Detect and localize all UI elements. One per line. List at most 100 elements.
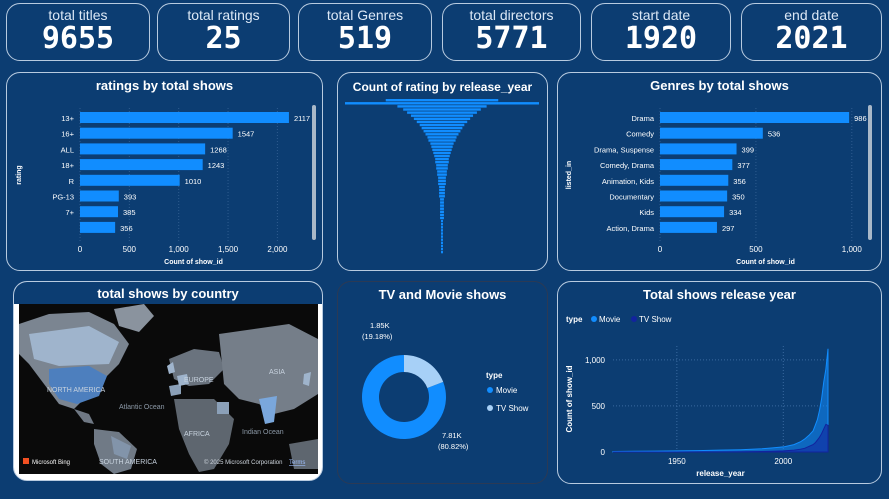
release-trend-chart[interactable]: type Movie TV Show 0 500 1,000 1950 2000 release… xyxy=(558,304,881,482)
kpi-label: start date xyxy=(631,7,691,23)
bar xyxy=(413,117,471,120)
bar xyxy=(80,112,289,123)
bar xyxy=(427,136,457,139)
bar xyxy=(410,114,474,117)
bar xyxy=(435,161,449,164)
bar xyxy=(440,216,444,220)
category-label: Action, Drama xyxy=(606,224,654,233)
tv-movie-panel[interactable]: TV and Movie shows 1.85K (19.18%) 7.81K (80… xyxy=(337,281,548,484)
kpi-total-directors[interactable]: total directors 5771 xyxy=(442,3,581,61)
uk-highlight xyxy=(167,362,175,374)
release-year-count-chart[interactable] xyxy=(338,99,547,269)
bar xyxy=(441,241,443,244)
map-label: SOUTH AMERICA xyxy=(99,459,157,466)
bar xyxy=(660,206,725,218)
india-highlight xyxy=(259,396,277,424)
bar xyxy=(421,126,463,130)
x-axis-title: Count of show_id xyxy=(164,259,223,266)
data-label: 350 xyxy=(732,193,745,202)
category-label: Drama xyxy=(631,114,654,123)
kpi-value: 25 xyxy=(205,21,242,56)
y-axis-title: rating xyxy=(16,165,23,184)
canada-highlight xyxy=(29,326,119,366)
legend-label: Movie xyxy=(599,315,621,324)
bar xyxy=(440,207,444,210)
bar xyxy=(660,143,737,155)
bar xyxy=(385,99,499,102)
bar xyxy=(441,250,443,254)
world-map[interactable]: NORTH AMERICA Atlantic Ocean EUROPE ASIA… xyxy=(19,304,318,474)
kpi-value: 9655 xyxy=(41,21,115,56)
bar xyxy=(438,179,446,182)
legend-title: type xyxy=(566,315,583,324)
bar xyxy=(440,198,444,201)
x-tick-label: 500 xyxy=(123,245,137,254)
kpi-value: 2021 xyxy=(775,21,848,56)
x-tick-label: 1950 xyxy=(668,457,686,466)
x-tick-label: 500 xyxy=(749,245,763,254)
usa-highlight xyxy=(49,366,107,404)
genres-chart[interactable]: 0 500 1,000 Drama 986 Comedy 536 Drama, Suspens… xyxy=(558,95,881,270)
kpi-total-genres[interactable]: total Genres 519 xyxy=(298,3,432,61)
panel-title: Count of rating by release_year xyxy=(352,80,533,94)
map-terms-link[interactable]: Terms xyxy=(289,460,305,466)
bar xyxy=(434,154,450,158)
slice-label: 7.81K xyxy=(442,431,462,440)
x-tick-label: 0 xyxy=(78,245,83,254)
bar xyxy=(436,167,448,170)
bar xyxy=(441,229,443,232)
map-label: ASIA xyxy=(269,369,285,376)
data-label: 986 xyxy=(854,114,867,123)
bar xyxy=(438,176,446,179)
bar xyxy=(437,173,447,176)
kpi-start-date[interactable]: start date 1920 xyxy=(591,3,731,61)
france-highlight xyxy=(177,374,189,386)
japan-highlight xyxy=(303,372,311,386)
bar xyxy=(441,247,443,251)
panel-title: total shows by country xyxy=(97,286,239,301)
africa-shape xyxy=(174,399,234,472)
bar xyxy=(80,143,206,155)
greenland-shape xyxy=(114,304,154,332)
category-label: Documentary xyxy=(609,193,654,202)
category-label: Comedy, Drama xyxy=(600,161,655,170)
ratings-panel[interactable]: ratings by total shows 0 500 1,000 1,500 2,0… xyxy=(6,72,323,271)
donut-slice xyxy=(362,355,446,439)
country-panel[interactable]: total shows by country NORTH AME xyxy=(13,281,323,481)
tv-movie-donut-chart[interactable]: 1.85K (19.18%) 7.81K (80.82%) type Movie TV Sh… xyxy=(338,306,547,481)
category-label: PG-13 xyxy=(52,193,74,202)
kpi-total-titles[interactable]: total titles 9655 xyxy=(6,3,150,61)
y-tick-label: 1,000 xyxy=(585,356,606,365)
bar xyxy=(428,139,456,142)
bar xyxy=(435,157,449,161)
data-label: 2117 xyxy=(294,114,310,123)
y-axis-title: listed_in xyxy=(566,161,573,189)
release-year-count-panel[interactable]: Count of rating by release_year xyxy=(337,72,548,271)
x-axis-title: release_year xyxy=(696,469,745,478)
bar xyxy=(440,213,444,217)
data-label: 399 xyxy=(742,145,755,154)
ratings-chart[interactable]: 0 500 1,000 1,500 2,000 13+ 2117 16+ 1547 ALL 1268… xyxy=(7,95,322,270)
bar xyxy=(441,235,443,238)
kpi-value: 5771 xyxy=(475,21,548,56)
bar xyxy=(80,190,119,202)
data-label: 334 xyxy=(729,208,742,217)
bar xyxy=(419,123,465,127)
kpi-end-date[interactable]: end date 2021 xyxy=(741,3,882,61)
bar xyxy=(397,105,487,108)
legend-marker xyxy=(487,387,493,393)
map-label: Atlantic Ocean xyxy=(119,404,165,411)
bar xyxy=(80,159,203,171)
data-label: 536 xyxy=(768,130,781,139)
world-map-svg: NORTH AMERICA Atlantic Ocean EUROPE ASIA… xyxy=(19,304,318,474)
release-trend-panel[interactable]: Total shows release year type Movie TV Sho… xyxy=(557,281,882,484)
legend-label: Movie xyxy=(496,386,518,395)
kpi-total-ratings[interactable]: total ratings 25 xyxy=(157,3,290,61)
category-label: R xyxy=(69,177,75,186)
bar xyxy=(439,195,445,198)
bar xyxy=(436,164,448,167)
genres-panel[interactable]: Genres by total shows 0 500 1,000 Drama 986 C… xyxy=(557,72,882,271)
bar xyxy=(432,148,452,151)
bar xyxy=(80,174,180,186)
kpi-label: end date xyxy=(784,7,839,23)
